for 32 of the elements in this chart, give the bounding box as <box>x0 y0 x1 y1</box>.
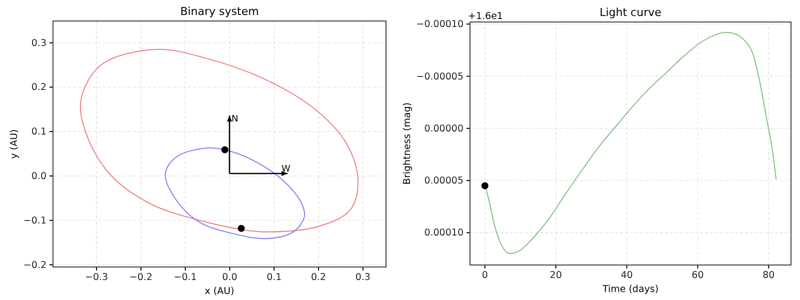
y-tick-label: 0.00010 <box>424 228 464 239</box>
chart-title: Binary system <box>180 5 259 18</box>
y-tick-label: 0.0 <box>31 171 46 182</box>
y-tick-label: −0.00010 <box>416 19 464 30</box>
annotation: +1.6e1 <box>468 11 503 22</box>
y-axis-title: y (AU) <box>9 129 20 159</box>
y-tick-label: 0.3 <box>31 38 46 49</box>
y-tick-label: 0.00000 <box>424 123 464 134</box>
y-tick-label: −0.1 <box>23 215 46 226</box>
x-tick-label: −0.1 <box>174 272 197 284</box>
y-tick-label: −0.2 <box>23 260 46 271</box>
annotation: W <box>281 164 290 175</box>
x-tick-label: 60 <box>692 270 704 282</box>
x-tick-label: 20 <box>550 270 562 282</box>
chart-title: Light curve <box>600 6 662 19</box>
y-tick-label: 0.1 <box>31 126 46 138</box>
x-tick-label: 80 <box>762 270 775 282</box>
x-tick-label: 0 <box>482 270 488 282</box>
y-tick-label: 0.00005 <box>424 176 464 187</box>
x-axis-title: Time (days) <box>601 284 659 295</box>
y-tick-label: 0.2 <box>31 82 46 94</box>
x-tick-label: 40 <box>620 270 633 282</box>
x-tick-label: 0.1 <box>266 272 282 284</box>
annotation: N <box>231 114 238 125</box>
y-tick-label: −0.00005 <box>416 71 464 82</box>
x-tick-label: −0.3 <box>84 272 108 284</box>
x-tick-label: 0.3 <box>355 272 370 284</box>
x-tick-label: −0.2 <box>129 272 152 284</box>
x-tick-label: 0.0 <box>222 272 238 284</box>
x-tick-label: 0.2 <box>310 272 326 284</box>
y-axis-title: Brightness (mag) <box>402 102 413 185</box>
x-axis-title: x (AU) <box>204 286 234 297</box>
